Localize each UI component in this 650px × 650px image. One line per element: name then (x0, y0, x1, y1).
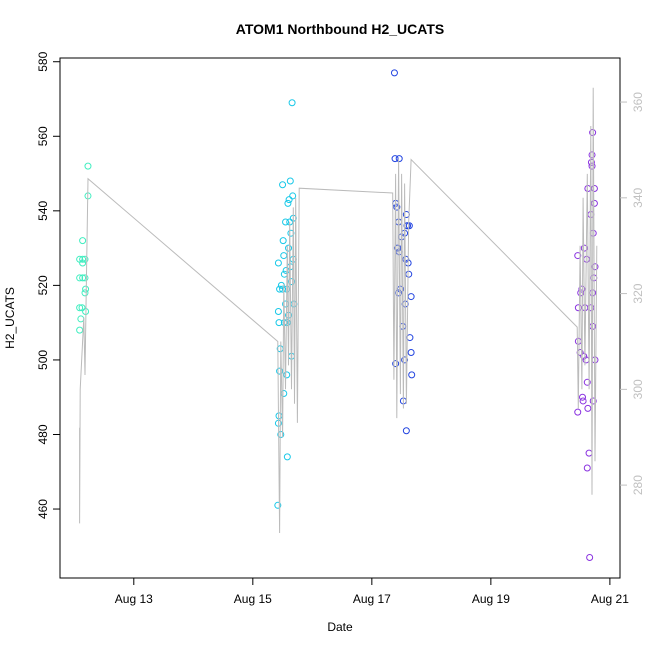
plot-frame (59, 57, 621, 579)
y2-tick-label: 340 (631, 187, 645, 207)
data-point (579, 397, 587, 405)
data-point (274, 501, 282, 509)
data-point (81, 255, 89, 263)
data-point (285, 196, 293, 204)
data-point (584, 404, 592, 412)
data-point (274, 259, 282, 267)
chart-title: ATOM1 Northbound H2_UCATS (236, 21, 444, 37)
data-point (287, 278, 295, 286)
data-point (574, 252, 582, 260)
data-point (395, 155, 403, 163)
data-point (76, 304, 84, 312)
data-point (586, 553, 594, 561)
data-point (406, 334, 414, 342)
data-point (393, 203, 401, 211)
data-point (583, 464, 591, 472)
x-tick-label: Aug 21 (591, 592, 629, 606)
y-tick-label: 540 (36, 200, 50, 220)
data-point (279, 285, 287, 293)
data-point (274, 307, 282, 315)
data-point (578, 285, 586, 293)
data-point (579, 393, 587, 401)
y-tick-label: 560 (36, 126, 50, 146)
data-point (408, 371, 416, 379)
data-point (589, 397, 597, 405)
data-point (279, 237, 287, 245)
data-point (405, 222, 413, 230)
data-point (275, 412, 283, 420)
data-point (289, 192, 297, 200)
y2-tick-label: 320 (631, 283, 645, 303)
data-point (402, 255, 410, 263)
y-tick-label: 580 (36, 51, 50, 71)
x-tick-label: Aug 15 (234, 592, 272, 606)
data-point (76, 274, 84, 282)
y-axis-label: H2_UCATS (3, 287, 17, 349)
y-tick-label: 500 (36, 350, 50, 370)
data-point (405, 270, 413, 278)
y-tick-label: 520 (36, 275, 50, 295)
data-point (288, 99, 296, 107)
y-tick-label: 480 (36, 424, 50, 444)
data-point (401, 356, 409, 364)
data-point (407, 293, 415, 301)
data-point (81, 274, 89, 282)
data-point (588, 151, 596, 159)
data-point (79, 259, 87, 267)
data-point (402, 427, 410, 435)
data-point (79, 237, 87, 245)
data-point (276, 285, 284, 293)
data-point (580, 352, 588, 360)
data-point (282, 218, 290, 226)
data-point (407, 348, 415, 356)
y-tick-label: 460 (36, 499, 50, 519)
data-point (283, 371, 291, 379)
data-point (580, 244, 588, 252)
data-point (79, 274, 87, 282)
data-point (395, 289, 403, 297)
data-point (587, 158, 595, 166)
data-point (279, 181, 287, 189)
data-point (591, 263, 599, 271)
data-point (574, 408, 582, 416)
data-point (285, 244, 293, 252)
data-point (277, 281, 285, 289)
data-line (79, 87, 598, 534)
data-point (79, 255, 87, 263)
data-point (82, 285, 90, 293)
data-point (78, 304, 86, 312)
y2-tick-label: 360 (631, 92, 645, 112)
data-point (286, 177, 294, 185)
data-point (277, 430, 285, 438)
data-point (275, 319, 283, 327)
x-tick-label: Aug 13 (115, 592, 153, 606)
data-point (583, 378, 591, 386)
data-point (588, 162, 596, 170)
y2-tick-label: 280 (631, 475, 645, 495)
data-point (81, 289, 89, 297)
x-axis-label: Date (327, 620, 353, 634)
data-point (585, 449, 593, 457)
data-point (77, 315, 85, 323)
y2-tick-label: 300 (631, 379, 645, 399)
data-point (574, 337, 582, 345)
data-point (276, 367, 284, 375)
data-point (392, 360, 400, 368)
data-point (84, 162, 92, 170)
data-point (76, 326, 84, 334)
data-point (590, 199, 598, 207)
data-point (590, 184, 598, 192)
data-point (280, 252, 288, 260)
x-tick-label: Aug 19 (472, 592, 510, 606)
data-point (390, 69, 398, 77)
data-point (391, 155, 399, 163)
x-tick-label: Aug 17 (353, 592, 391, 606)
data-point (284, 199, 292, 207)
data-point (283, 453, 291, 461)
